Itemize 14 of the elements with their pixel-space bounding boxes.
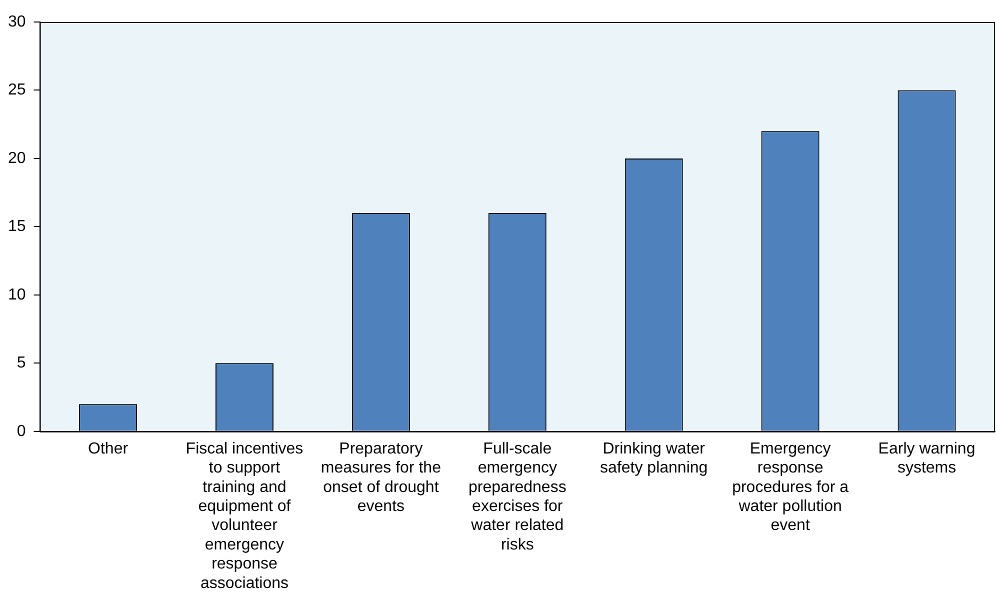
y-tick-label: 25 [8, 82, 26, 99]
x-tick-label: Other [88, 440, 129, 458]
x-tick-label: Early warning systems [878, 440, 976, 477]
y-tick-label: 30 [8, 13, 26, 30]
y-tick-label: 10 [8, 286, 26, 304]
y-tick-label: 5 [16, 354, 26, 372]
y-tick-label: 15 [8, 218, 26, 236]
x-tick-label: Preparatory measures for the onset of drought events [320, 440, 442, 516]
x-tick-label: Emergency response procedures for a water pollution event [732, 440, 849, 534]
y-tick-label: 0 [16, 422, 26, 440]
x-tick-label: Drinking water safety planning [600, 440, 708, 477]
y-tick-label: 20 [8, 150, 26, 167]
x-tick-label: Full-scale emergency preparedness exercises for water related risks [468, 440, 566, 554]
x-tick-label: Fiscal incentives to support training and equipment of volunteer emergency response associations [186, 440, 304, 592]
